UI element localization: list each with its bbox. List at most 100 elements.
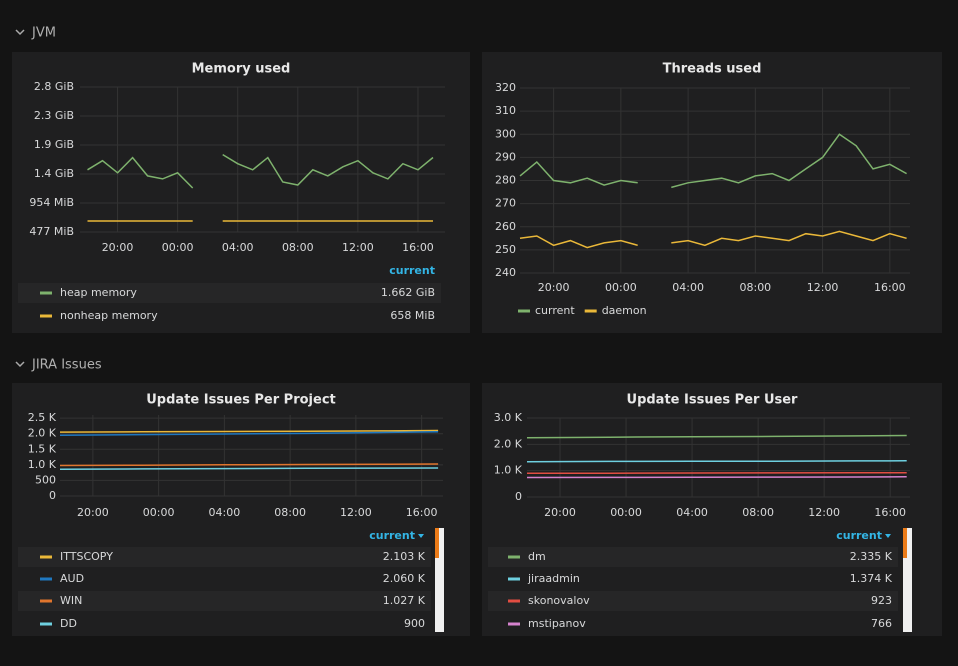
- legend-name[interactable]: DD: [60, 617, 77, 630]
- legend-name[interactable]: daemon: [602, 304, 647, 317]
- legend-row: [488, 547, 898, 567]
- collapse-icon[interactable]: [15, 361, 25, 368]
- legend-name[interactable]: ITTSCOPY: [60, 550, 113, 563]
- sort-icon[interactable]: [418, 534, 424, 538]
- legend-name[interactable]: mstipanov: [528, 617, 586, 630]
- legend-value: 900: [404, 617, 425, 630]
- series-line: [526, 434, 907, 439]
- y-tick-label: 1.9 GiB: [34, 138, 74, 151]
- sort-icon[interactable]: [885, 534, 891, 538]
- series-line: [526, 471, 907, 475]
- legend-value: 1.374 K: [850, 572, 893, 585]
- legend-row: [18, 547, 431, 567]
- panel-title[interactable]: Update Issues Per User: [627, 393, 799, 408]
- x-tick-label: 04:00: [676, 506, 708, 519]
- collapse-icon[interactable]: [15, 29, 25, 36]
- legend-name[interactable]: AUD: [60, 572, 84, 585]
- x-tick-label: 20:00: [538, 281, 570, 294]
- x-tick-label: 08:00: [282, 241, 314, 254]
- legend-value: 923: [871, 594, 892, 607]
- x-tick-label: 12:00: [342, 241, 374, 254]
- section-title[interactable]: JIRA Issues: [31, 358, 102, 373]
- legend-name[interactable]: skonovalov: [528, 594, 590, 607]
- legend-header[interactable]: current: [369, 529, 415, 542]
- y-tick-label: 2.3 GiB: [34, 109, 74, 122]
- legend-name[interactable]: heap memory: [60, 286, 137, 299]
- x-tick-label: 00:00: [610, 506, 642, 519]
- series-line: [526, 476, 907, 479]
- y-tick-label: 260: [495, 220, 516, 233]
- series-line: [519, 230, 907, 249]
- legend-value: 2.060 K: [383, 572, 426, 585]
- panel-title[interactable]: Memory used: [192, 62, 291, 77]
- panel: [482, 52, 942, 333]
- legend-row: [18, 591, 431, 611]
- y-tick-label: 300: [495, 127, 516, 140]
- series-line: [59, 429, 439, 433]
- legend-row: [488, 591, 898, 611]
- x-tick-label: 08:00: [742, 506, 774, 519]
- scrollbar-thumb[interactable]: [435, 528, 439, 558]
- x-tick-label: 00:00: [605, 281, 637, 294]
- y-tick-label: 1.5 K: [28, 442, 57, 455]
- legend-name[interactable]: jiraadmin: [527, 572, 580, 585]
- x-tick-label: 04:00: [209, 506, 241, 519]
- y-tick-label: 0: [49, 489, 56, 502]
- legend-header[interactable]: current: [836, 529, 882, 542]
- x-tick-label: 12:00: [808, 506, 840, 519]
- x-tick-label: 20:00: [102, 241, 134, 254]
- legend-name[interactable]: current: [535, 304, 575, 317]
- x-tick-label: 20:00: [544, 506, 576, 519]
- legend-value: 658 MiB: [390, 309, 435, 322]
- y-tick-label: 0: [515, 490, 522, 503]
- scrollbar-thumb[interactable]: [903, 528, 907, 558]
- y-tick-label: 280: [495, 174, 516, 187]
- y-tick-label: 270: [495, 197, 516, 210]
- y-tick-label: 320: [495, 81, 516, 94]
- x-tick-label: 20:00: [77, 506, 109, 519]
- x-tick-label: 16:00: [402, 241, 434, 254]
- section-title[interactable]: JVM: [31, 26, 56, 41]
- scrollbar[interactable]: [903, 528, 912, 632]
- panel-title[interactable]: Threads used: [663, 62, 762, 77]
- legend-name[interactable]: WIN: [60, 594, 82, 607]
- y-tick-label: 250: [495, 243, 516, 256]
- x-tick-label: 08:00: [739, 281, 771, 294]
- y-tick-label: 2.5 K: [28, 411, 57, 424]
- y-tick-label: 1.4 GiB: [34, 167, 74, 180]
- series-line: [59, 467, 439, 470]
- legend-value: 766: [871, 617, 892, 630]
- y-tick-label: 1.0 K: [494, 464, 523, 477]
- x-tick-label: 16:00: [874, 506, 906, 519]
- x-tick-label: 08:00: [274, 506, 306, 519]
- y-tick-label: 3.0 K: [494, 411, 523, 424]
- panel-title[interactable]: Update Issues Per Project: [146, 393, 336, 408]
- legend-header[interactable]: current: [389, 264, 435, 277]
- x-tick-label: 00:00: [143, 506, 175, 519]
- legend-name[interactable]: nonheap memory: [60, 309, 158, 322]
- y-tick-label: 240: [495, 266, 516, 279]
- scrollbar[interactable]: [435, 528, 444, 632]
- series-line: [526, 460, 907, 463]
- y-tick-label: 2.0 K: [494, 437, 523, 450]
- y-tick-label: 2.0 K: [28, 427, 57, 440]
- series-line: [59, 463, 439, 467]
- series-line: [59, 431, 439, 437]
- y-tick-label: 954 MiB: [29, 196, 74, 209]
- y-tick-label: 477 MiB: [29, 225, 74, 238]
- y-tick-label: 1.0 K: [28, 458, 57, 471]
- legend-value: 2.335 K: [850, 550, 893, 563]
- legend-value: 1.027 K: [383, 594, 426, 607]
- y-tick-label: 2.8 GiB: [34, 80, 74, 93]
- legend-name[interactable]: dm: [528, 550, 546, 563]
- legend-value: 1.662 GiB: [381, 286, 435, 299]
- y-tick-label: 310: [495, 104, 516, 117]
- x-tick-label: 04:00: [672, 281, 704, 294]
- x-tick-label: 12:00: [340, 506, 372, 519]
- x-tick-label: 00:00: [162, 241, 194, 254]
- x-tick-label: 12:00: [807, 281, 839, 294]
- y-tick-label: 500: [35, 473, 56, 486]
- x-tick-label: 16:00: [874, 281, 906, 294]
- series-line: [87, 153, 434, 189]
